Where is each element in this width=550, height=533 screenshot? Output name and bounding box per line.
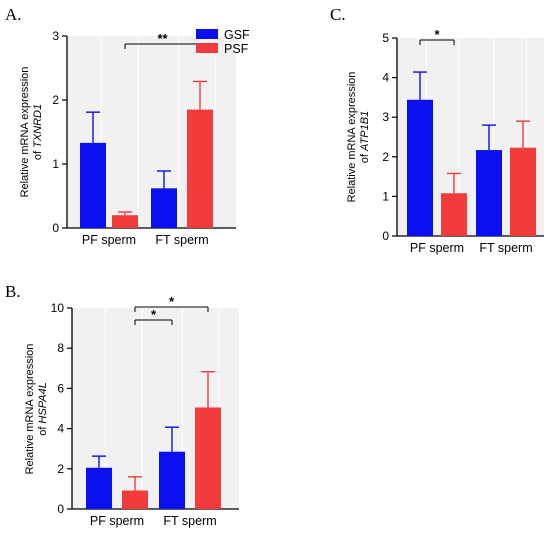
y-tick-label: 5 xyxy=(382,31,389,45)
y-tick-label: 0 xyxy=(57,502,64,516)
y-tick-label: 0 xyxy=(52,221,59,235)
bar-gsf-1 xyxy=(86,467,112,509)
y-axis-label-prefix: of xyxy=(37,424,49,436)
significance-label: * xyxy=(169,294,175,309)
category-label: FT sperm xyxy=(479,241,532,255)
bar-psf-1 xyxy=(441,193,467,236)
bar-gsf-2 xyxy=(151,188,177,228)
category-label: PF sperm xyxy=(410,241,464,255)
y-tick-label: 4 xyxy=(57,422,64,436)
y-axis-label-prefix: of xyxy=(359,151,371,163)
bar-gsf-2 xyxy=(159,451,185,509)
y-tick-label: 2 xyxy=(57,462,64,476)
bar-psf-1 xyxy=(112,215,138,228)
y-axis-label-gene-name: ATP1B1 xyxy=(359,111,371,152)
y-axis-label-gene-name: TXNRD1 xyxy=(32,104,44,148)
y-axis-label: Relative mRNA expression xyxy=(24,344,36,475)
y-tick-label: 1 xyxy=(52,157,59,171)
y-tick-label: 2 xyxy=(52,93,59,107)
chart-panel-b: B. 0 2 4 6 8 10 PF sperm FT sperm Relative mRNA e… xyxy=(5,282,239,528)
significance-label: * xyxy=(151,307,157,322)
bar-gsf-1 xyxy=(80,142,106,228)
panel-letter: A. xyxy=(5,5,22,24)
y-axis-label-prefix: of xyxy=(32,148,44,160)
y-tick-label: 1 xyxy=(382,189,389,203)
category-label: PF sperm xyxy=(82,233,136,247)
bar-gsf-2 xyxy=(476,150,502,236)
y-axis-label: Relative mRNA expression xyxy=(346,72,358,203)
legend-swatch-psf xyxy=(196,43,218,53)
category-label: PF sperm xyxy=(90,514,144,528)
bar-psf-2 xyxy=(187,109,213,228)
bar-psf-2 xyxy=(510,147,536,236)
chart-panel-a: A. 0 1 2 3 PF sperm FT sperm Relative mRNA expr… xyxy=(5,5,250,247)
bar-gsf-1 xyxy=(407,99,433,236)
bar-psf-2 xyxy=(195,407,221,509)
chart-panel-c: C. 0 1 2 3 4 5 PF sperm FT sperm Relative mRNA ex… xyxy=(330,5,544,255)
y-axis-label-gene-name: HSPA4L xyxy=(37,382,49,423)
y-axis-label-gene: of TXNRD1 xyxy=(32,104,44,160)
significance-label: ** xyxy=(157,31,168,46)
legend-swatch-gsf xyxy=(196,29,218,39)
y-tick-label: 3 xyxy=(52,29,59,43)
y-axis-label: Relative mRNA expression xyxy=(19,67,31,198)
y-axis-label-gene: of HSPA4L xyxy=(37,382,49,436)
y-tick-label: 10 xyxy=(51,301,65,315)
y-tick-label: 2 xyxy=(382,150,389,164)
y-axis-label-gene: of ATP1B1 xyxy=(359,111,371,163)
y-tick-label: 6 xyxy=(57,381,64,395)
bar-psf-1 xyxy=(122,490,148,509)
panel-letter: B. xyxy=(5,282,21,301)
category-label: FT sperm xyxy=(163,514,216,528)
legend-label-gsf: GSF xyxy=(224,28,250,42)
y-tick-label: 8 xyxy=(57,341,64,355)
y-tick-label: 0 xyxy=(382,229,389,243)
category-label: FT sperm xyxy=(155,233,208,247)
panel-letter: C. xyxy=(330,5,346,24)
y-tick-label: 3 xyxy=(382,110,389,124)
significance-label: * xyxy=(434,27,440,42)
legend-label-psf: PSF xyxy=(224,42,249,56)
y-tick-label: 4 xyxy=(382,71,389,85)
